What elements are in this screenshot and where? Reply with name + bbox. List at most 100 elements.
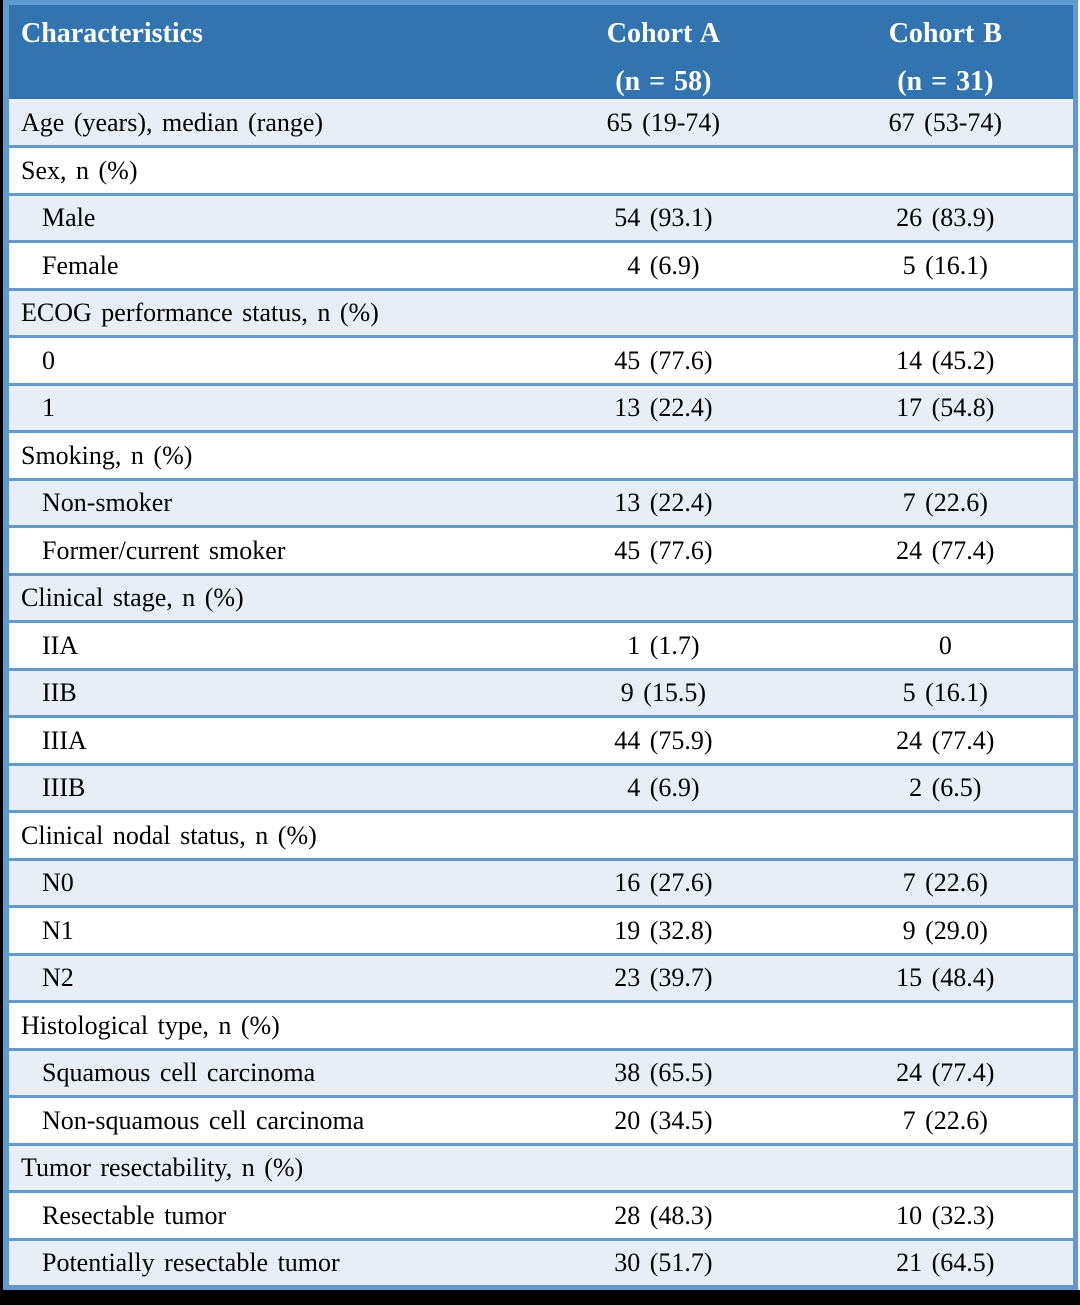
table-row: Former/current smoker 45 (77.6) 24 (77.4… xyxy=(9,525,1073,575)
cohort-b-value: 5 (16.1) xyxy=(817,667,1073,717)
row-label: Potentially resectable tumor xyxy=(9,1237,510,1285)
cohort-b-value: 17 (54.8) xyxy=(817,382,1073,432)
row-label: 0 xyxy=(9,335,510,385)
cohort-a-title: Cohort A xyxy=(606,18,720,49)
cohort-a-value: 4 (6.9) xyxy=(509,762,818,812)
cohort-b-title: Cohort B xyxy=(888,18,1002,49)
cohort-b-value: 2 (6.5) xyxy=(817,762,1073,812)
row-label: IIB xyxy=(9,667,510,717)
table-row: Clinical stage, n (%) xyxy=(9,572,1073,622)
characteristics-table-container: Characteristics Cohort A (n = 58) Cohort… xyxy=(3,0,1078,1290)
cohort-a-value: 19 (32.8) xyxy=(509,905,818,955)
cohort-a-value xyxy=(509,810,818,860)
table-row: 1 13 (22.4) 17 (54.8) xyxy=(9,382,1073,432)
cohort-a-value: 9 (15.5) xyxy=(509,667,818,717)
table-row: Male 54 (93.1) 26 (83.9) xyxy=(9,192,1073,242)
cohort-b-value: 7 (22.6) xyxy=(817,1095,1073,1145)
cohort-b-value xyxy=(817,430,1073,480)
cohort-a-value: 20 (34.5) xyxy=(509,1095,818,1145)
header-row: Characteristics Cohort A (n = 58) Cohort… xyxy=(9,5,1073,101)
cohort-a-value xyxy=(509,1142,818,1192)
cohort-b-value: 5 (16.1) xyxy=(817,240,1073,290)
table-row: ECOG performance status, n (%) xyxy=(9,287,1073,337)
row-label: Female xyxy=(9,240,510,290)
cohort-a-value xyxy=(509,287,818,337)
table-row: Squamous cell carcinoma 38 (65.5) 24 (77… xyxy=(9,1047,1073,1097)
cohort-a-value: 13 (22.4) xyxy=(509,382,818,432)
cohort-b-value: 0 xyxy=(817,620,1073,670)
cohort-a-value xyxy=(509,145,818,195)
cohort-b-value: 10 (32.3) xyxy=(817,1190,1073,1240)
cohort-b-value: 9 (29.0) xyxy=(817,905,1073,955)
table-body: Age (years), median (range) 65 (19-74) 6… xyxy=(9,100,1073,1285)
cohort-a-value: 1 (1.7) xyxy=(509,620,818,670)
table-row: N2 23 (39.7) 15 (48.4) xyxy=(9,952,1073,1002)
row-label: ECOG performance status, n (%) xyxy=(9,287,510,337)
cohort-a-value: 30 (51.7) xyxy=(509,1237,818,1285)
row-label: Sex, n (%) xyxy=(9,145,510,195)
cohort-a-value xyxy=(509,1000,818,1050)
table-row: Age (years), median (range) 65 (19-74) 6… xyxy=(9,100,1073,147)
cohort-b-value: 14 (45.2) xyxy=(817,335,1073,385)
row-label: Age (years), median (range) xyxy=(9,100,510,147)
cohort-a-value: 16 (27.6) xyxy=(509,857,818,907)
cohort-b-value: 26 (83.9) xyxy=(817,192,1073,242)
header-characteristics-label: Characteristics xyxy=(21,18,203,49)
cohort-a-value: 44 (75.9) xyxy=(509,715,818,765)
row-label: N1 xyxy=(9,905,510,955)
table-row: IIB 9 (15.5) 5 (16.1) xyxy=(9,667,1073,717)
left-black-edge xyxy=(0,0,3,1305)
table-row: 0 45 (77.6) 14 (45.2) xyxy=(9,335,1073,385)
row-label: N2 xyxy=(9,952,510,1002)
cohort-b-value: 7 (22.6) xyxy=(817,857,1073,907)
row-label: 1 xyxy=(9,382,510,432)
cohort-b-value xyxy=(817,1000,1073,1050)
cohort-b-value xyxy=(817,1142,1073,1192)
cohort-a-value: 65 (19-74) xyxy=(509,100,818,147)
cohort-b-value xyxy=(817,572,1073,622)
row-label: IIIA xyxy=(9,715,510,765)
cohort-b-value: 67 (53-74) xyxy=(817,100,1073,147)
table-row: IIIA 44 (75.9) 24 (77.4) xyxy=(9,715,1073,765)
row-label: Male xyxy=(9,192,510,242)
table-row: IIIB 4 (6.9) 2 (6.5) xyxy=(9,762,1073,812)
cohort-a-value: 23 (39.7) xyxy=(509,952,818,1002)
cohort-a-value: 13 (22.4) xyxy=(509,477,818,527)
row-label: IIIB xyxy=(9,762,510,812)
row-label: Squamous cell carcinoma xyxy=(9,1047,510,1097)
cohort-a-value: 28 (48.3) xyxy=(509,1190,818,1240)
row-label: Clinical stage, n (%) xyxy=(9,572,510,622)
table-row: Non-squamous cell carcinoma 20 (34.5) 7 … xyxy=(9,1095,1073,1145)
table-row: N0 16 (27.6) 7 (22.6) xyxy=(9,857,1073,907)
row-label: Former/current smoker xyxy=(9,525,510,575)
row-label: IIA xyxy=(9,620,510,670)
table-row: IIA 1 (1.7) 0 xyxy=(9,620,1073,670)
cohort-b-value: 24 (77.4) xyxy=(817,525,1073,575)
row-label: Histological type, n (%) xyxy=(9,1000,510,1050)
table-row: Non-smoker 13 (22.4) 7 (22.6) xyxy=(9,477,1073,527)
row-label: Clinical nodal status, n (%) xyxy=(9,810,510,860)
cohort-b-value xyxy=(817,287,1073,337)
row-label: Tumor resectability, n (%) xyxy=(9,1142,510,1192)
patient-characteristics-table: Characteristics Cohort A (n = 58) Cohort… xyxy=(9,5,1073,1285)
cohort-a-value xyxy=(509,572,818,622)
cohort-a-value: 38 (65.5) xyxy=(509,1047,818,1097)
table-header: Characteristics Cohort A (n = 58) Cohort… xyxy=(9,5,1073,101)
header-cohort-b: Cohort B (n = 31) xyxy=(817,5,1073,101)
row-label: Smoking, n (%) xyxy=(9,430,510,480)
row-label: Non-smoker xyxy=(9,477,510,527)
cohort-a-value: 54 (93.1) xyxy=(509,192,818,242)
cohort-a-value: 4 (6.9) xyxy=(509,240,818,290)
cohort-b-value: 21 (64.5) xyxy=(817,1237,1073,1285)
row-label: Resectable tumor xyxy=(9,1190,510,1240)
table-row: Potentially resectable tumor 30 (51.7) 2… xyxy=(9,1237,1073,1285)
table-row: Female 4 (6.9) 5 (16.1) xyxy=(9,240,1073,290)
cohort-b-n: (n = 31) xyxy=(897,66,994,97)
table-row: Sex, n (%) xyxy=(9,145,1073,195)
cohort-b-value xyxy=(817,810,1073,860)
cohort-b-value: 24 (77.4) xyxy=(817,1047,1073,1097)
cohort-b-value: 15 (48.4) xyxy=(817,952,1073,1002)
row-label: N0 xyxy=(9,857,510,907)
cohort-a-value: 45 (77.6) xyxy=(509,525,818,575)
